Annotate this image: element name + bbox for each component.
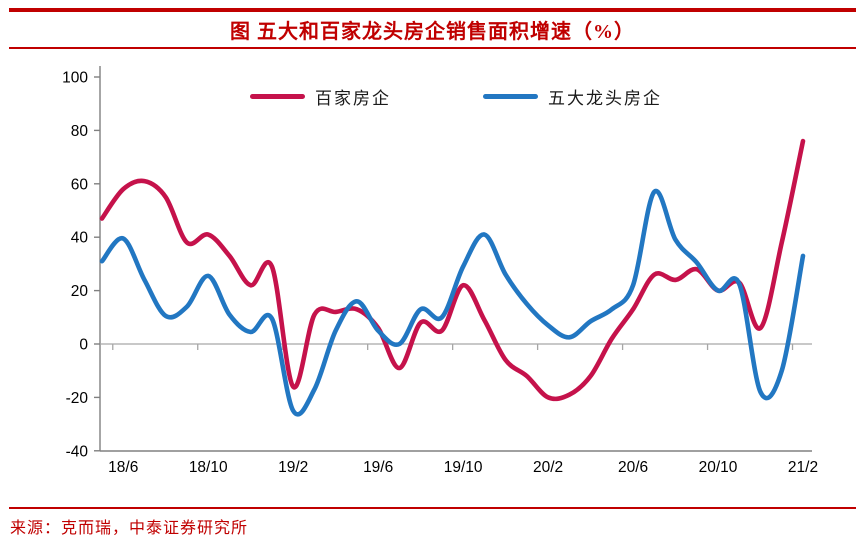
series-line-0 xyxy=(99,138,806,402)
y-tick-label: 0 xyxy=(79,337,88,354)
y-tick-label: -20 xyxy=(66,390,89,407)
x-tick-label: 19/10 xyxy=(444,459,483,476)
chart-title: 图 五大和百家龙头房企销售面积增速（%） xyxy=(230,21,635,43)
x-tick-label: 19/2 xyxy=(278,459,308,476)
x-tick-label: 20/10 xyxy=(699,459,738,476)
series-line-1 xyxy=(99,188,806,417)
title-divider xyxy=(9,47,856,49)
legend-line-red xyxy=(250,93,305,99)
y-tick-label: 40 xyxy=(71,230,89,247)
x-tick-label: 18/10 xyxy=(189,459,228,476)
y-tick-label: 60 xyxy=(71,176,89,193)
line-chart-canvas: 100 80 60 40 20 0 -20 -40 18/6 18/10 19/2 19/6 19/10… xyxy=(62,66,818,476)
source-note: 来源：克而瑞，中泰证券研究所 xyxy=(10,520,249,537)
top-divider xyxy=(9,8,856,12)
footer-divider xyxy=(9,507,856,509)
x-tick-label: 20/2 xyxy=(533,459,563,476)
y-tick-label: 80 xyxy=(71,123,89,140)
y-tick-label: 100 xyxy=(62,70,88,87)
y-tick-label: -40 xyxy=(66,443,89,460)
x-tick-label: 21/2 xyxy=(788,459,818,476)
legend-item-top100: 百家房企 xyxy=(250,84,391,109)
chart: 百家房企 五大龙头房企 100 80 60 40 20 0 -20 -40 18/6 18/10 1… xyxy=(0,55,865,500)
legend-label-top100: 百家房企 xyxy=(315,88,391,108)
legend-item-top5: 五大龙头房企 xyxy=(483,84,662,109)
legend-line-blue xyxy=(483,93,538,99)
x-tick-label: 18/6 xyxy=(108,459,138,476)
x-tick-label: 20/6 xyxy=(618,459,648,476)
x-tick-label: 19/6 xyxy=(363,459,393,476)
chart-legend: 百家房企 五大龙头房企 xyxy=(100,84,812,109)
y-tick-label: 20 xyxy=(71,283,89,300)
legend-label-top5: 五大龙头房企 xyxy=(548,88,662,108)
